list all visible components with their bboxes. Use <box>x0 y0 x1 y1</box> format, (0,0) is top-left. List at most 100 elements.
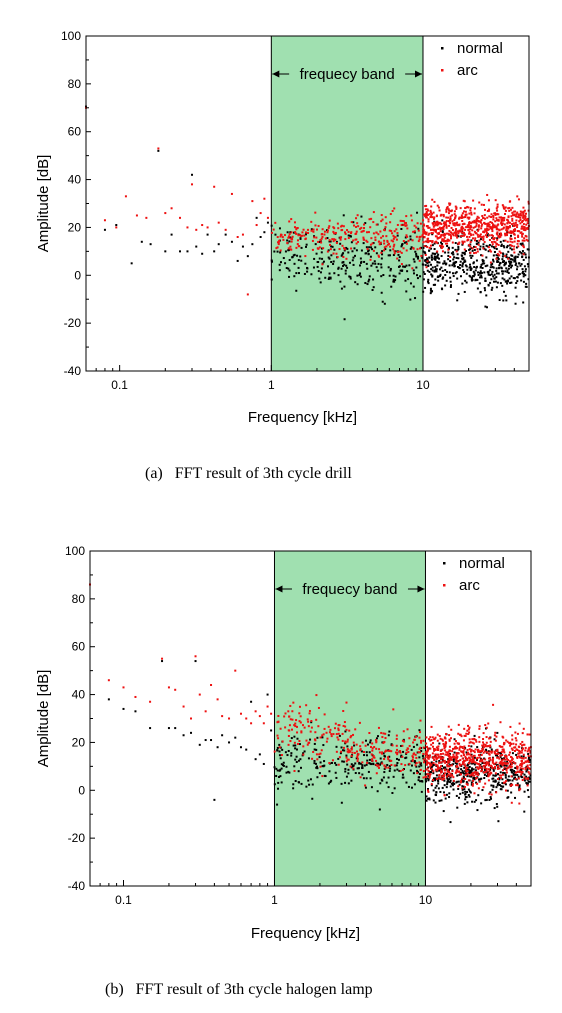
data-point-arc <box>521 779 524 782</box>
data-point-arc <box>477 216 480 219</box>
data-point-arc <box>439 755 442 758</box>
data-point-normal <box>263 231 266 234</box>
data-point-arc <box>511 734 514 737</box>
data-point-arc <box>498 236 501 239</box>
data-point-arc <box>510 783 513 786</box>
data-point-normal <box>402 768 405 771</box>
data-point-arc <box>374 739 377 742</box>
data-point-arc <box>317 725 320 728</box>
data-point-normal <box>405 756 408 759</box>
data-point-arc <box>453 217 456 220</box>
data-point-arc <box>452 776 455 779</box>
data-point-normal <box>431 290 434 293</box>
data-point-normal <box>309 778 312 781</box>
data-point-normal <box>366 250 369 253</box>
data-point-arc <box>424 215 427 218</box>
data-point-normal <box>433 270 436 273</box>
data-point-arc <box>469 741 472 744</box>
data-point-arc <box>474 748 477 751</box>
data-point-normal <box>383 771 386 774</box>
data-point-arc <box>400 223 403 226</box>
data-point-arc <box>470 226 473 229</box>
data-point-arc <box>334 231 337 234</box>
data-point-normal <box>461 243 464 246</box>
data-point-arc <box>468 231 471 234</box>
data-point-arc <box>319 239 322 242</box>
data-point-arc <box>503 207 506 210</box>
data-point-normal <box>430 256 433 259</box>
data-point-normal <box>456 265 459 268</box>
data-point-arc <box>503 223 506 226</box>
data-point-arc <box>487 775 490 778</box>
legend-label-arc: arc <box>459 577 480 594</box>
data-point-normal <box>525 282 528 285</box>
data-point-arc <box>366 231 369 234</box>
data-point-normal <box>478 282 481 285</box>
data-point-normal <box>270 278 273 281</box>
data-point-normal <box>523 265 526 268</box>
data-point-arc <box>529 750 532 753</box>
data-point-arc <box>431 198 434 201</box>
data-point-normal <box>384 248 387 251</box>
data-point-arc <box>415 735 418 738</box>
data-point-arc <box>505 757 508 760</box>
data-point-normal <box>469 263 472 266</box>
data-point-normal <box>416 255 419 258</box>
data-point-normal <box>480 271 483 274</box>
data-point-normal <box>424 264 427 267</box>
data-point-arc <box>319 765 322 768</box>
data-point-arc <box>430 783 433 786</box>
data-point-normal <box>418 772 421 775</box>
data-point-normal <box>360 249 363 252</box>
data-point-normal <box>279 261 282 264</box>
data-point-arc <box>499 754 502 757</box>
data-point-arc <box>357 240 360 243</box>
data-point-normal <box>149 243 152 246</box>
data-point-arc <box>380 236 383 239</box>
data-point-arc <box>378 751 381 754</box>
data-point-arc <box>525 760 528 763</box>
data-point-arc <box>427 756 430 759</box>
data-point-normal <box>348 261 351 264</box>
data-point-normal <box>434 779 437 782</box>
data-point-normal <box>435 251 438 254</box>
data-point-normal <box>438 760 441 763</box>
legend-marker-arc <box>443 584 446 587</box>
data-point-arc <box>393 250 396 253</box>
data-point-arc <box>484 782 487 785</box>
data-point-arc <box>436 766 439 769</box>
data-point-arc <box>499 235 502 238</box>
data-point-arc <box>328 762 331 765</box>
data-point-arc <box>429 228 432 231</box>
data-point-arc <box>512 230 515 233</box>
data-point-arc <box>487 768 490 771</box>
data-point-arc <box>478 201 481 204</box>
data-point-arc <box>412 247 415 250</box>
data-point-arc <box>476 233 479 236</box>
data-point-arc <box>451 747 454 750</box>
data-point-arc <box>461 757 464 760</box>
data-point-normal <box>504 280 507 283</box>
data-point-arc <box>372 211 375 214</box>
data-point-normal <box>337 757 340 760</box>
data-point-arc <box>514 762 517 765</box>
data-point-normal <box>471 800 474 803</box>
data-point-arc <box>439 753 442 756</box>
data-point-normal <box>410 764 413 767</box>
data-point-arc <box>521 749 524 752</box>
data-point-arc <box>170 207 173 210</box>
data-point-normal <box>444 273 447 276</box>
data-point-normal <box>441 219 444 222</box>
data-point-arc <box>455 751 458 754</box>
data-point-arc <box>299 721 302 724</box>
data-point-arc <box>468 756 471 759</box>
data-point-normal <box>335 745 338 748</box>
data-point-arc <box>488 225 491 228</box>
data-point-arc <box>517 236 520 239</box>
data-point-arc <box>290 240 293 243</box>
data-point-arc <box>320 233 323 236</box>
data-point-normal <box>420 749 423 752</box>
data-point-arc <box>424 756 427 759</box>
data-point-arc <box>505 769 508 772</box>
data-point-normal <box>492 266 495 269</box>
